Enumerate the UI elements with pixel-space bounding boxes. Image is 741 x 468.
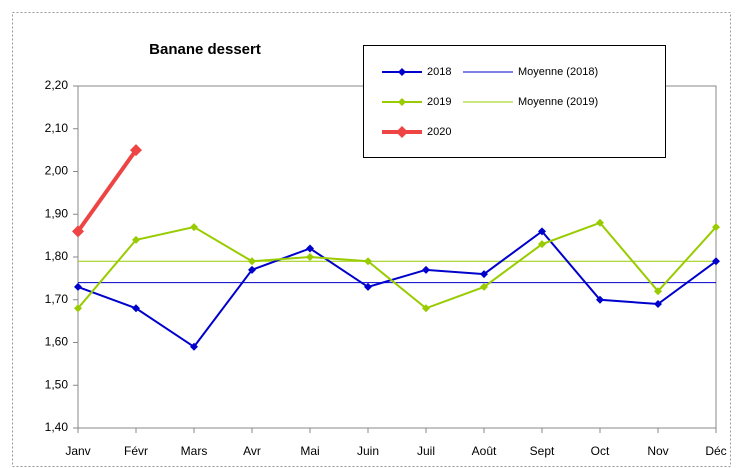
x-tick-label: Mars [181, 444, 208, 458]
x-tick-label: Févr [124, 444, 148, 458]
data-point [422, 265, 430, 274]
x-tick-label: Juin [357, 444, 379, 458]
data-point [364, 257, 372, 266]
data-point [480, 282, 488, 291]
legend-label: Moyenne (2018) [518, 66, 598, 78]
x-tick-label: Juil [417, 444, 435, 458]
y-tick-label: 1,70 [45, 292, 69, 306]
legend-marker [398, 68, 406, 76]
data-point [190, 342, 198, 351]
y-tick-label: 1,50 [45, 377, 69, 391]
legend-label: 2019 [427, 96, 451, 108]
data-point [480, 270, 488, 279]
data-point [654, 287, 662, 296]
x-tick-label: Oct [591, 444, 610, 458]
data-point [74, 282, 82, 291]
y-tick-label: 2,20 [45, 78, 69, 92]
chart-title: Banane dessert [149, 41, 261, 58]
x-tick-label: Mai [300, 444, 319, 458]
x-tick-label: Déc [705, 444, 726, 458]
data-point [306, 253, 314, 261]
data-point [72, 225, 84, 238]
y-tick-label: 1,60 [45, 335, 69, 349]
y-tick-label: 1,90 [45, 206, 69, 220]
data-point [422, 304, 430, 313]
data-point [132, 235, 140, 244]
legend-label: 2018 [427, 66, 451, 78]
data-point [538, 227, 546, 236]
data-point [248, 265, 256, 274]
x-tick-label: Août [472, 444, 497, 458]
data-point [306, 244, 314, 253]
data-point [712, 257, 720, 266]
data-point [596, 218, 604, 227]
data-point [712, 223, 720, 232]
x-tick-label: Nov [647, 444, 668, 458]
data-point [190, 223, 198, 232]
legend-marker [398, 98, 406, 106]
legend-marker [396, 126, 408, 138]
x-tick-label: Avr [243, 444, 261, 458]
legend-label: 2020 [427, 126, 451, 138]
x-tick-label: Sept [530, 444, 555, 458]
legend-label: Moyenne (2019) [518, 96, 598, 108]
data-point [248, 257, 256, 266]
data-point [596, 295, 604, 304]
data-point [364, 282, 372, 291]
y-tick-label: 1,40 [45, 420, 69, 434]
y-tick-label: 2,00 [45, 164, 69, 178]
data-point [74, 304, 82, 313]
series-line [77, 229, 717, 349]
series-line [76, 148, 138, 233]
data-point [538, 240, 546, 249]
y-tick-label: 2,10 [45, 121, 69, 135]
y-tick-label: 1,80 [45, 249, 69, 263]
x-tick-label: Janv [65, 444, 90, 458]
series-line [77, 221, 717, 310]
data-point [654, 300, 662, 309]
data-point [130, 144, 142, 157]
data-point [132, 304, 140, 313]
